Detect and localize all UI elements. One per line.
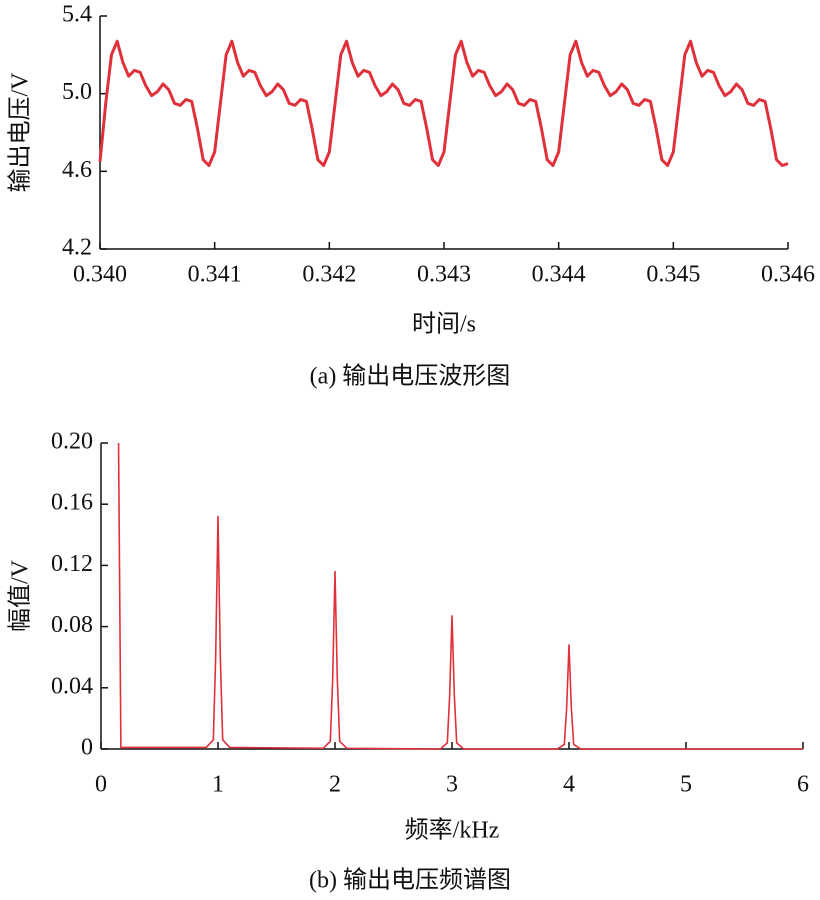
x-tick-label: 0.344 (532, 262, 586, 288)
y-tick-label: 0.12 (51, 551, 93, 577)
x-tick-label: 0.346 (761, 262, 815, 288)
x-tick-label: 0.345 (646, 262, 700, 288)
y-tick-label: 0.08 (51, 612, 93, 638)
y-axis-label: 幅值/V (7, 559, 34, 632)
chart-caption: (a) 输出电压波形图 (310, 363, 511, 390)
x-tick-label: 1 (212, 772, 224, 798)
x-tick-label: 5 (680, 772, 692, 798)
y-tick-label: 5.0 (62, 79, 92, 105)
x-tick-label: 3 (446, 772, 458, 798)
x-tick-label: 0 (95, 772, 107, 798)
x-tick-label: 0.340 (73, 262, 127, 288)
y-tick-label: 0.20 (51, 429, 93, 455)
y-tick-label: 0.16 (51, 490, 93, 516)
x-tick-label: 0.343 (417, 262, 471, 288)
y-axis-label: 输出电压/V (7, 72, 34, 193)
x-axis-label: 时间/s (412, 311, 476, 338)
x-axis-label: 频率/kHz (405, 817, 500, 844)
x-tick-label: 4 (563, 772, 575, 798)
chart-caption: (b) 输出电压频谱图 (309, 867, 511, 894)
y-tick-label: 4.2 (62, 235, 92, 261)
y-tick-label: 4.6 (62, 157, 92, 183)
data-line (98, 39, 789, 168)
x-tick-label: 2 (329, 772, 341, 798)
y-tick-label: 0 (81, 735, 93, 761)
y-tick-label: 5.4 (62, 2, 92, 28)
data-line (117, 442, 803, 750)
y-tick-label: 0.04 (51, 673, 93, 699)
x-tick-label: 0.341 (188, 262, 242, 288)
x-tick-label: 0.342 (302, 262, 356, 288)
x-tick-label: 6 (797, 772, 809, 798)
